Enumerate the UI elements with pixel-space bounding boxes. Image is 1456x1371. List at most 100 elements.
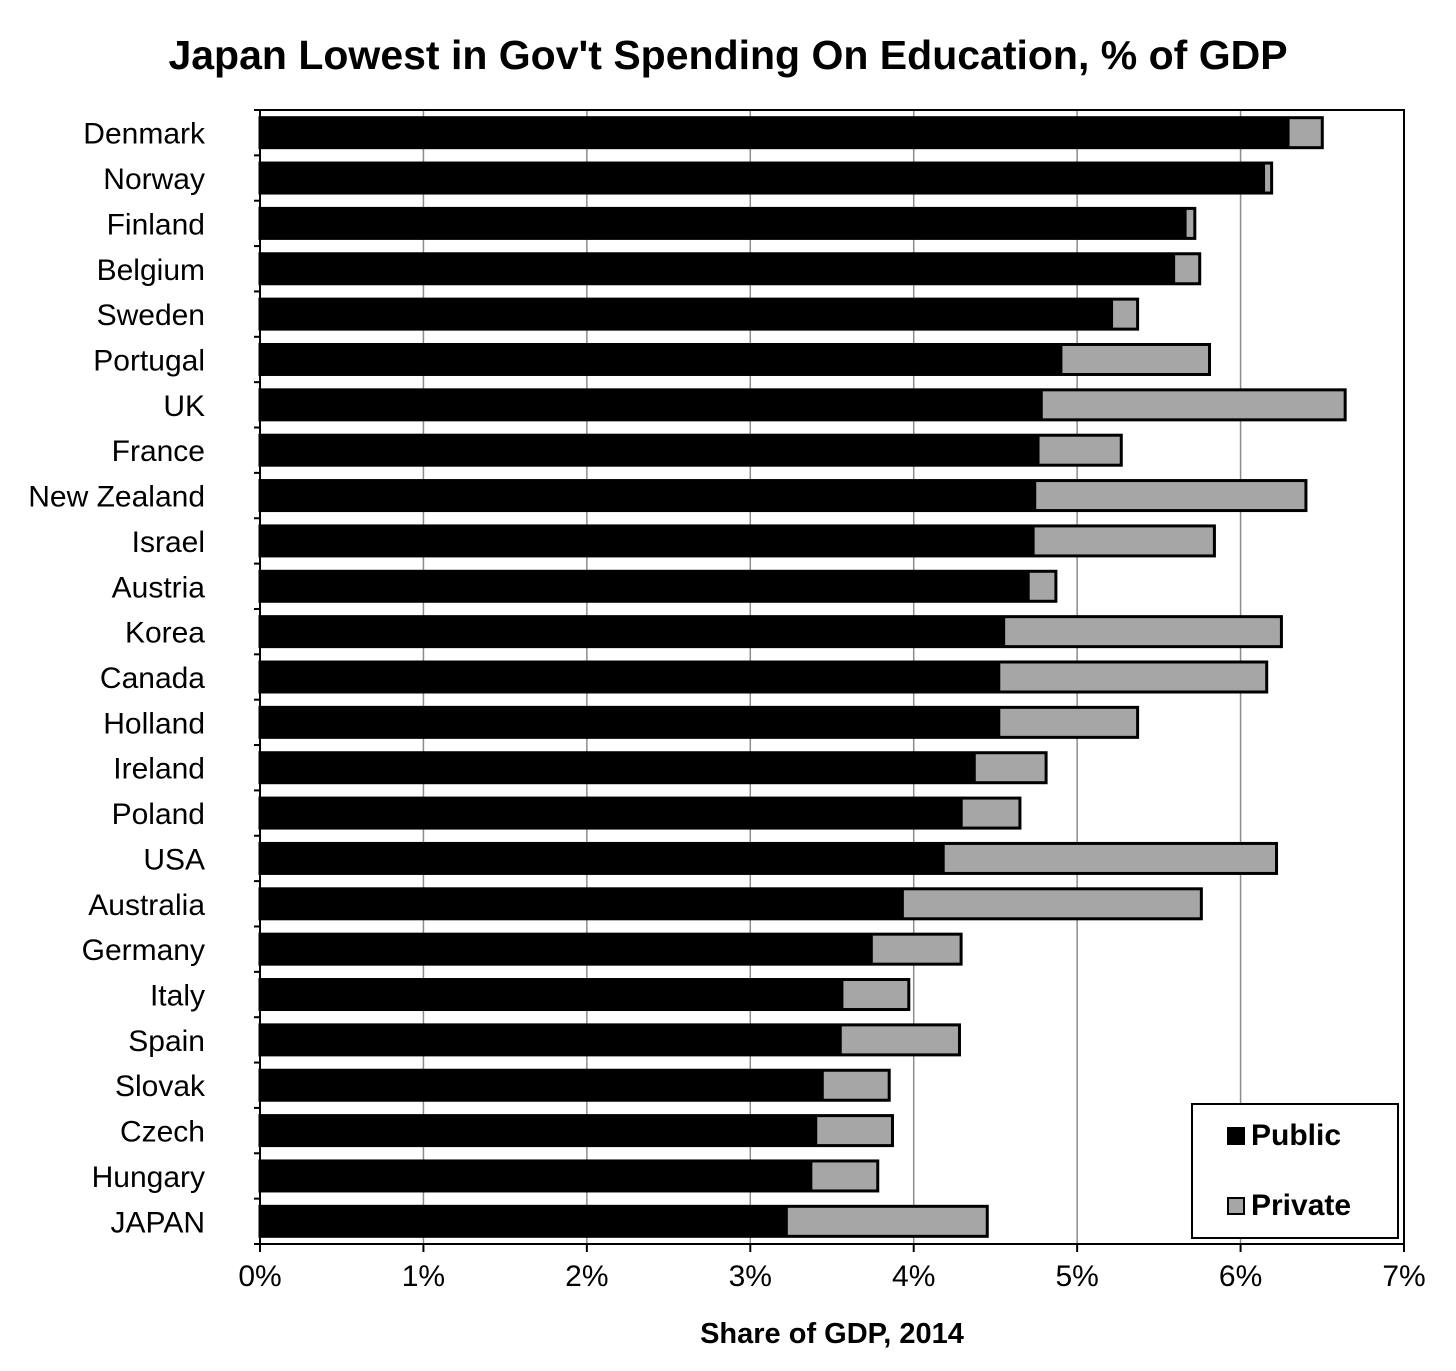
bar-outline xyxy=(258,342,1212,376)
bar-private xyxy=(903,888,1202,919)
bar-outline xyxy=(258,161,1274,195)
bar-private xyxy=(823,1070,890,1101)
bar-public xyxy=(260,344,1063,375)
bar-private xyxy=(817,1115,893,1146)
bar-outline xyxy=(258,1114,894,1148)
bar-public xyxy=(260,571,1030,602)
y-tick-label: Spain xyxy=(128,1025,205,1058)
y-tick-label: Hungary xyxy=(92,1161,205,1194)
bar-private xyxy=(1000,662,1267,692)
legend-label-public: Public xyxy=(1251,1119,1342,1152)
bar-outline xyxy=(258,388,1347,422)
bar-private xyxy=(1113,299,1138,330)
bar-outline xyxy=(258,978,911,1012)
bar-outline xyxy=(258,433,1123,467)
bar-private xyxy=(1036,480,1306,511)
y-tick-label: New Zealand xyxy=(28,481,205,514)
legend-label-private: Private xyxy=(1251,1189,1352,1222)
bar-public xyxy=(260,1115,818,1146)
bar-private xyxy=(872,934,962,965)
chart-title: Japan Lowest in Gov't Spending On Educat… xyxy=(168,32,1288,78)
legend-swatch-public xyxy=(1227,1127,1245,1145)
bar-outline xyxy=(258,1023,961,1057)
x-tick-label: 5% xyxy=(1055,1260,1098,1293)
x-tick-label: 4% xyxy=(892,1260,935,1293)
bar-private xyxy=(843,979,909,1010)
y-tick-label: Israel xyxy=(132,526,205,559)
x-tick-label: 1% xyxy=(402,1260,445,1293)
bar-private xyxy=(841,1024,960,1055)
bar-outline xyxy=(258,524,1216,558)
y-tick-label: Germany xyxy=(82,934,205,967)
bar-public xyxy=(260,299,1114,330)
bar-private xyxy=(962,798,1020,829)
y-tick-label: Holland xyxy=(103,707,205,740)
bar-private xyxy=(944,843,1277,874)
bar-outline xyxy=(258,615,1283,649)
bar-public xyxy=(260,525,1035,556)
y-tick-label: Slovak xyxy=(115,1070,206,1103)
bar-public xyxy=(260,435,1040,466)
bar-private xyxy=(1005,616,1282,647)
y-tick-label: USA xyxy=(143,843,205,876)
bar-outline xyxy=(258,841,1279,875)
bar-private xyxy=(812,1160,878,1191)
bar-outline xyxy=(258,796,1022,830)
x-tick-label: 3% xyxy=(729,1260,772,1293)
bar-public xyxy=(260,616,1006,647)
bar-public xyxy=(260,117,1290,148)
bar-outline xyxy=(258,1159,880,1193)
y-tick-label: Finland xyxy=(107,208,205,241)
bar-private xyxy=(1042,389,1346,420)
y-tick-label: Belgium xyxy=(97,254,205,287)
bar-outline xyxy=(258,1204,989,1238)
bar-public xyxy=(260,253,1176,284)
bar-private xyxy=(1039,435,1122,466)
bar-public xyxy=(260,843,945,874)
y-tick-label: Czech xyxy=(120,1116,205,1149)
y-tick-label: France xyxy=(112,435,205,468)
bar-private xyxy=(1175,253,1200,284)
bar-public xyxy=(260,1206,788,1237)
bar-public xyxy=(260,707,1001,738)
bar-public xyxy=(260,208,1187,239)
bar-outline xyxy=(258,705,1140,739)
bar-outline xyxy=(258,1068,891,1102)
bar-private xyxy=(1000,707,1138,738)
y-tick-label: Portugal xyxy=(93,344,205,377)
bar-outline xyxy=(258,252,1202,286)
bar-public xyxy=(260,798,963,829)
bar-private xyxy=(975,752,1047,783)
x-axis-label: Share of GDP, 2014 xyxy=(700,1318,964,1350)
bar-private xyxy=(787,1206,988,1237)
bar-private xyxy=(1029,571,1056,602)
bar-private xyxy=(1062,344,1210,375)
bar-public xyxy=(260,1024,842,1055)
y-tick-label: Italy xyxy=(150,980,205,1013)
y-tick-label: Ireland xyxy=(113,753,205,786)
x-tick-label: 7% xyxy=(1382,1260,1425,1293)
bar-private xyxy=(1034,525,1215,556)
y-tick-label: UK xyxy=(163,390,205,423)
bar-private xyxy=(1265,163,1272,194)
bar-public xyxy=(260,163,1266,194)
bar-public xyxy=(260,752,976,783)
bar-public xyxy=(260,389,1043,420)
y-tick-label: Denmark xyxy=(83,118,206,151)
bar-outline xyxy=(258,660,1269,694)
bar-public xyxy=(260,979,844,1010)
bar-outline xyxy=(258,297,1140,331)
bar-outline xyxy=(258,479,1308,513)
y-tick-label: JAPAN xyxy=(111,1206,205,1239)
bar-public xyxy=(260,888,904,919)
bar-private xyxy=(1289,117,1323,148)
x-tick-label: 0% xyxy=(238,1260,281,1293)
y-tick-label: Norway xyxy=(103,163,205,196)
legend-swatch-private xyxy=(1227,1197,1245,1215)
y-tick-label: Canada xyxy=(100,662,205,695)
y-tick-label: Poland xyxy=(112,798,205,831)
bar-outline xyxy=(258,932,963,966)
x-tick-label: 6% xyxy=(1219,1260,1262,1293)
bar-private xyxy=(1186,208,1195,239)
